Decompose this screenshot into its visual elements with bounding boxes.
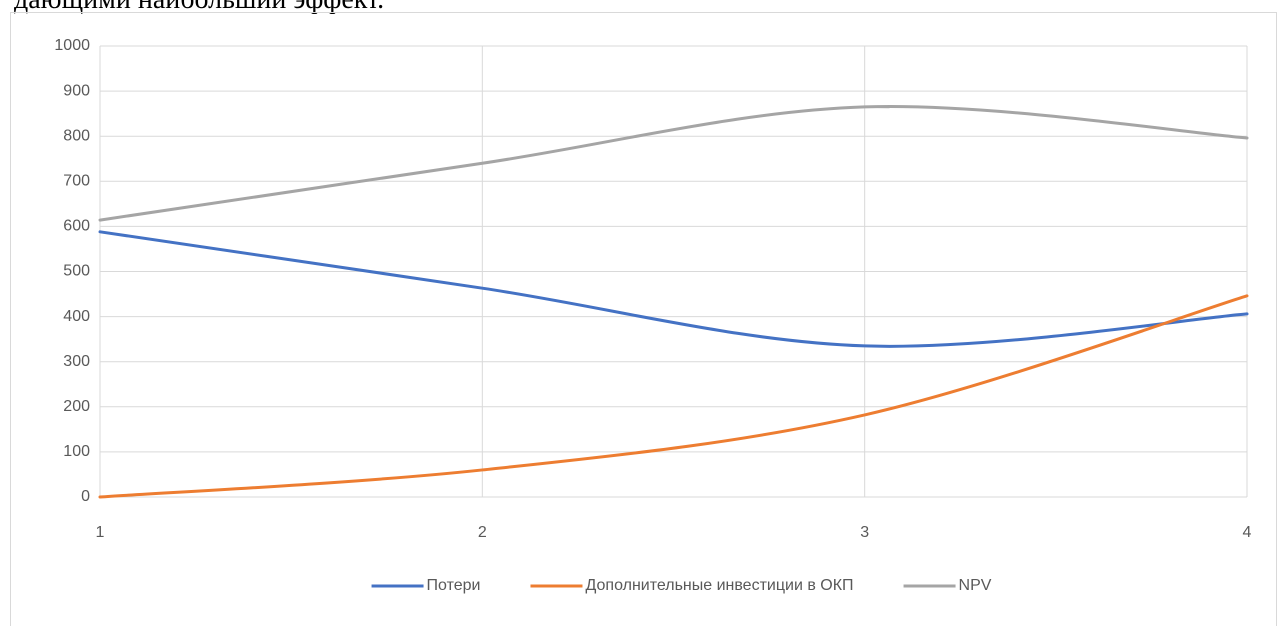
y-tick-label: 100 [63,443,90,460]
x-tick-label: 4 [1243,524,1252,541]
y-tick-label: 1000 [54,37,90,54]
series-line [98,230,1249,348]
y-tick-label: 600 [63,218,90,235]
series-line [98,105,1249,222]
legend-label: NPV [959,577,992,594]
y-tick-label: 300 [63,353,90,370]
y-tick-label: 700 [63,173,90,190]
header-text: дающими наибольший эффект. [14,0,384,15]
chart-frame [10,12,1277,626]
series-line [98,294,1249,499]
x-tick-label: 2 [478,524,487,541]
x-tick-label: 1 [96,524,105,541]
y-tick-label: 500 [63,263,90,280]
y-tick-label: 900 [63,82,90,99]
y-tick-label: 400 [63,308,90,325]
y-tick-label: 200 [63,398,90,415]
legend-label: Потери [427,577,481,594]
x-tick-label: 3 [860,524,869,541]
y-tick-label: 0 [81,488,90,505]
legend-label: Дополнительные инвестиции в ОКП [585,577,853,594]
y-tick-label: 800 [63,127,90,144]
